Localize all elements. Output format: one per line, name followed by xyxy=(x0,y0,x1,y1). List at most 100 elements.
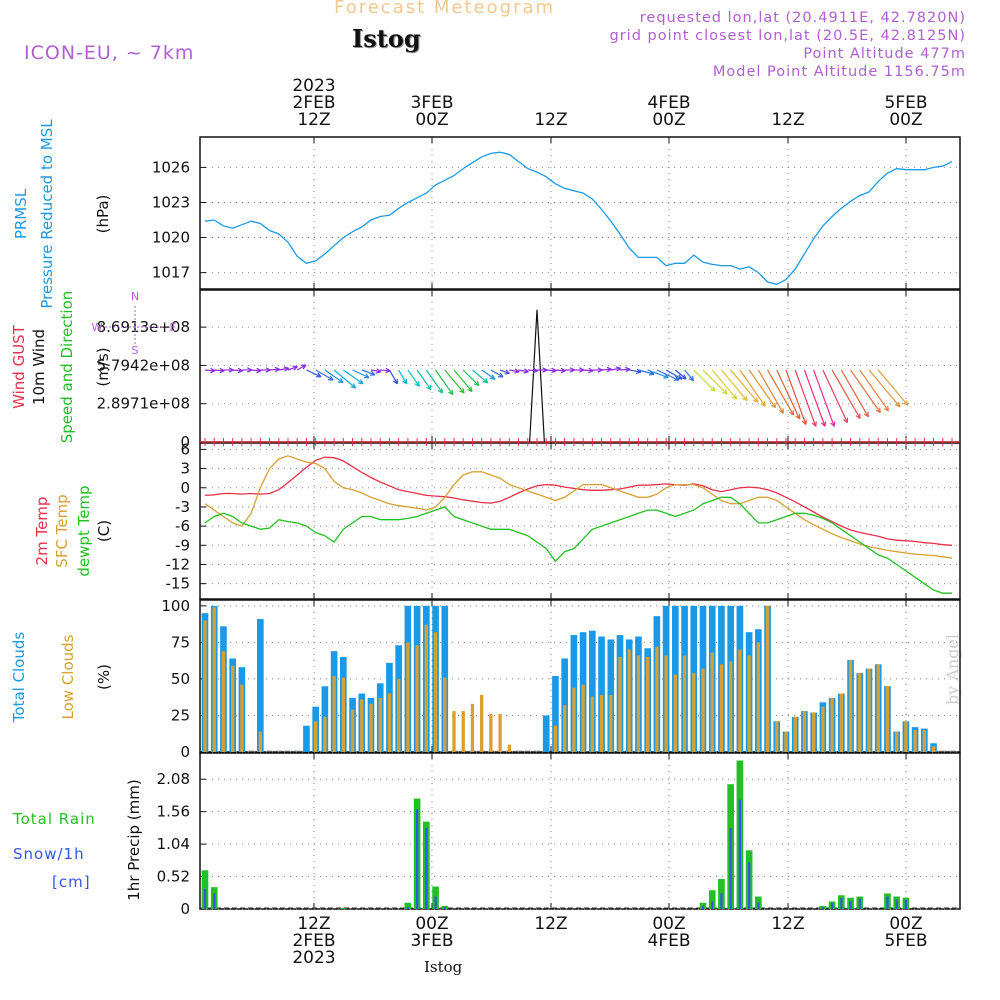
wind-arrow-head xyxy=(820,422,826,427)
wind-arrow-head xyxy=(887,405,890,412)
wind-arrow-head xyxy=(352,383,357,389)
low-cloud-bar xyxy=(341,677,345,752)
top-time-tick-line: 5FEB xyxy=(884,93,928,113)
top-time-tick-line: 00Z xyxy=(415,110,449,130)
wind-arrow-head xyxy=(905,400,909,406)
y-tick-label: 6 xyxy=(180,440,190,458)
wind-arrow xyxy=(794,369,817,427)
wind-arrow xyxy=(444,369,465,394)
low-cloud-bar xyxy=(802,711,807,752)
low-cloud-bar xyxy=(507,744,511,752)
wind-arrow xyxy=(822,369,848,423)
low-cloud-bar xyxy=(397,678,401,752)
y-tick-label: 5.7942e+08 xyxy=(97,356,190,374)
low-cloud-bar xyxy=(636,655,641,752)
wind-arrow-head xyxy=(801,420,807,425)
rain-bar xyxy=(340,908,347,909)
low-cloud-bar xyxy=(848,659,853,752)
wind-arrow xyxy=(398,369,408,385)
wind-arrow-head xyxy=(898,401,901,407)
low-cloud-bar xyxy=(609,695,613,752)
low-cloud-bar xyxy=(904,721,908,752)
low-cloud-bar xyxy=(867,668,871,752)
top-time-tick-line: 00Z xyxy=(652,110,686,130)
low-cloud-bar xyxy=(710,652,714,752)
low-cloud-bar xyxy=(922,730,926,752)
wind-arrow xyxy=(315,369,334,381)
bottom-time-tick-line: 3FEB xyxy=(410,931,454,951)
low-cloud-bar xyxy=(452,711,456,752)
wind-arrow-head xyxy=(542,367,548,371)
compass-w: W xyxy=(92,321,103,334)
requested-coords: requested lon,lat (20.4911E, 42.7820N) xyxy=(639,10,966,26)
low-cloud-bar xyxy=(498,714,502,752)
bottom-time-tick-line: 4FEB xyxy=(647,931,691,951)
low-cloud-bar xyxy=(443,677,447,752)
wind-arrow-head xyxy=(579,367,585,371)
low-cloud-bar xyxy=(756,642,760,752)
low-cloud-bar xyxy=(231,665,235,752)
low-cloud-bar xyxy=(858,673,862,752)
wind-arrow-head xyxy=(789,411,794,416)
temp-sfc-line xyxy=(204,455,953,559)
snow-bar xyxy=(849,900,852,909)
wind-arrow xyxy=(518,369,529,373)
y-tick-label: -12 xyxy=(166,555,191,573)
wind-arrow xyxy=(610,367,621,371)
wind-arrow xyxy=(720,369,748,402)
rain-label: Total Rain xyxy=(13,810,96,828)
wind-arrow xyxy=(380,369,391,372)
wind-arrow-head xyxy=(615,366,621,369)
low-cloud-bar xyxy=(369,703,373,752)
top-time-tick: 3FEB 00Z xyxy=(392,78,472,129)
wind-arrow xyxy=(388,369,398,385)
wind-arrow-head xyxy=(317,372,322,378)
wind-arrow-head xyxy=(505,369,510,374)
low-cloud-bar xyxy=(553,725,558,752)
wind-arrow-head xyxy=(763,401,766,407)
wind-arrow xyxy=(813,369,835,427)
low-cloud-bar xyxy=(240,684,244,752)
wind-arrow-head xyxy=(302,364,307,370)
bottom-time-tick-line: 00Z xyxy=(652,914,686,934)
wind-arrow-head xyxy=(878,407,881,413)
y-tick-label: 1.56 xyxy=(157,803,190,821)
y-tick-label: -9 xyxy=(175,536,190,554)
wind-arrow xyxy=(757,369,784,414)
wind-arrow xyxy=(776,369,801,420)
wind-arrow-head xyxy=(219,370,225,374)
snow-bar xyxy=(434,896,437,909)
top-time-tick: 12Z xyxy=(748,78,828,129)
wind-arrow xyxy=(232,369,243,372)
wind-arrow-head xyxy=(875,409,881,414)
snow-bar xyxy=(720,893,723,909)
snow-bar xyxy=(757,902,760,909)
low-cloud-bar xyxy=(839,693,843,752)
wind-arrow-head xyxy=(292,365,298,368)
wind-arrow xyxy=(287,366,298,371)
wind-arrow xyxy=(850,369,881,413)
snow-bar xyxy=(425,827,428,909)
y-tick-label: 1026 xyxy=(152,158,190,176)
low-cloud-bar xyxy=(221,651,226,752)
wind-arrow xyxy=(453,369,473,392)
wind-arrow-head xyxy=(830,422,835,427)
wind-arrow xyxy=(204,369,216,372)
wind-arrow-head xyxy=(778,409,784,414)
snow-label: Snow/1h xyxy=(13,845,85,863)
low-cloud-bar xyxy=(885,686,890,752)
wind-arrow-head xyxy=(760,403,766,407)
wind-arrow-head xyxy=(360,379,364,385)
wind-arrow xyxy=(647,369,669,379)
top-time-tick: 5FEB 00Z xyxy=(866,78,946,129)
snow-bar xyxy=(886,896,889,909)
bottom-time-tick: 12Z xyxy=(511,916,591,967)
wind-arrow xyxy=(859,369,889,412)
wind-arrow xyxy=(527,369,538,372)
low-cloud-bar xyxy=(415,645,419,752)
wind-arrow-head xyxy=(473,383,479,387)
wind-arrow xyxy=(684,369,695,382)
wind-arrow xyxy=(601,368,612,371)
low-cloud-bar xyxy=(618,657,622,752)
wind-arrow-head xyxy=(237,370,243,374)
